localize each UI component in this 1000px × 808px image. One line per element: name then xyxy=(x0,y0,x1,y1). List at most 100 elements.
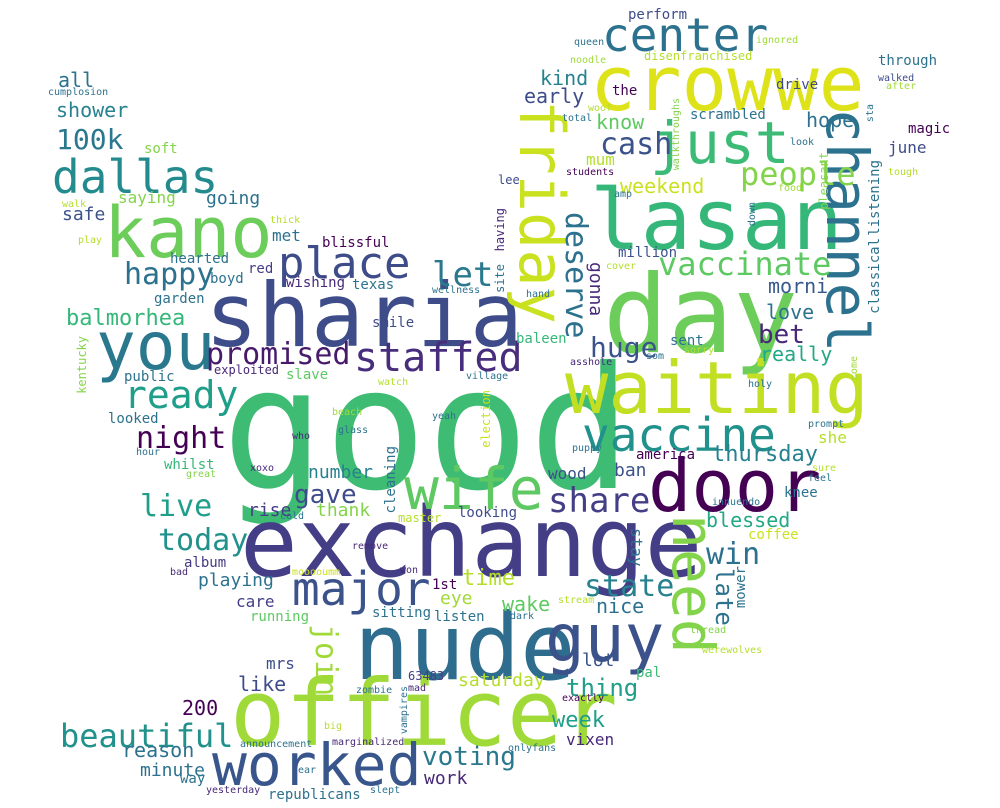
word-channel: channel xyxy=(813,108,881,353)
word-good: good xyxy=(222,331,632,529)
word-officer: officer xyxy=(230,660,618,767)
word-gave: gave xyxy=(294,480,357,510)
word-all: all xyxy=(58,68,95,92)
word-announcement: announcement xyxy=(240,739,313,750)
word-album: album xyxy=(184,555,227,571)
word-live: live xyxy=(140,489,213,524)
word-thing: thing xyxy=(566,674,639,702)
word-classical: classical xyxy=(867,238,883,314)
word-morni: morni xyxy=(768,274,829,298)
word-minute: minute xyxy=(140,760,206,781)
word-look: look xyxy=(790,137,815,148)
word-exactly: exactly xyxy=(562,693,605,704)
word-lee: lee xyxy=(498,173,520,187)
word-need: need xyxy=(659,514,727,654)
word-crowwe: crowwe xyxy=(590,39,865,128)
word-after: after xyxy=(886,81,917,92)
word-cleaning: cleaning xyxy=(383,446,399,514)
word-way: way xyxy=(180,771,206,787)
word-time: time xyxy=(462,566,515,591)
word-great: great xyxy=(186,469,217,480)
word-million: million xyxy=(618,245,678,261)
word-noodle: noodle xyxy=(570,55,607,66)
word-ignored: ignored xyxy=(756,35,799,46)
word-cold: cold xyxy=(280,511,305,522)
word-door: door xyxy=(648,444,822,528)
word-place: place xyxy=(278,238,411,289)
word-looked: looked xyxy=(108,411,159,427)
word-walkthroughs: walkthroughs xyxy=(671,98,682,171)
word-pal: pal xyxy=(636,665,662,681)
word-zombie: zombie xyxy=(356,685,393,696)
word-weekend: weekend xyxy=(620,174,705,198)
word-work: work xyxy=(424,768,468,789)
word-ban: ban xyxy=(614,460,647,481)
word-total: total xyxy=(562,113,593,124)
word-ear: ear xyxy=(298,765,317,776)
word-blessed: blessed xyxy=(706,508,791,532)
word-perform: perform xyxy=(628,7,688,23)
word-like: like xyxy=(238,672,287,696)
word-looking: looking xyxy=(458,505,518,521)
word-come: come xyxy=(849,356,860,381)
word-thick: thick xyxy=(270,215,301,226)
word-hand: hand xyxy=(526,289,551,300)
word-magic: magic xyxy=(908,121,951,137)
word-state: state xyxy=(584,569,675,604)
word-pleasant: pleasant xyxy=(817,152,831,210)
word-mrs: mrs xyxy=(266,654,295,673)
word-down: down xyxy=(747,202,758,227)
word-night: night xyxy=(136,421,227,456)
word-innuendo: innuendo xyxy=(712,497,761,508)
word-huge: huge xyxy=(590,331,658,364)
word-mower: mower xyxy=(733,566,749,609)
word-slept: slept xyxy=(370,785,401,796)
word-soft: soft xyxy=(144,141,178,157)
word-vaccinate: vaccinate xyxy=(658,245,832,283)
word-you: you xyxy=(96,308,216,385)
word-kentucky: kentucky xyxy=(75,336,89,394)
word-yesterday: yesterday xyxy=(206,785,261,796)
word-who: who xyxy=(292,431,311,442)
word-won: won xyxy=(400,565,419,576)
word-marginalized: marginalized xyxy=(332,737,405,748)
word-june: june xyxy=(888,138,927,157)
word-big: big xyxy=(324,721,343,732)
word-having: having xyxy=(493,208,507,252)
word-hearted: hearted xyxy=(170,251,230,267)
word-200: 200 xyxy=(182,696,219,720)
word-center: center xyxy=(602,8,769,62)
word-let: let xyxy=(432,255,494,295)
word-safe: safe xyxy=(62,204,106,225)
word-remove: remove xyxy=(352,541,389,552)
word-scrambled: scrambled xyxy=(690,107,766,123)
word-vaccine: vaccine xyxy=(582,408,776,462)
word-100k: 100k xyxy=(56,123,124,156)
word-playing: playing xyxy=(198,570,274,591)
word-cash: cash xyxy=(600,127,673,162)
word-through: through xyxy=(878,53,938,69)
word-vampires: vampires xyxy=(399,686,410,735)
word-today: today xyxy=(158,523,249,558)
word-mum: mum xyxy=(586,150,615,169)
word-election: election xyxy=(479,390,493,448)
word-lasan: lasan xyxy=(590,171,843,269)
word-hour: hour xyxy=(136,447,161,458)
word-63483: 63483 xyxy=(408,669,445,683)
word-beach: beach xyxy=(332,407,363,418)
word-exploited: exploited xyxy=(214,363,280,377)
word-wishing: wishing xyxy=(286,275,346,291)
word-smile: smile xyxy=(372,315,415,331)
word-site: site xyxy=(493,264,507,293)
word-wife: wife xyxy=(404,455,544,523)
word-prompt: prompt xyxy=(808,419,845,430)
word-reason: reason xyxy=(122,738,195,762)
word-running: running xyxy=(250,609,310,625)
word-mad: mad xyxy=(408,683,427,694)
word-people: people xyxy=(740,155,856,193)
word-public: public xyxy=(124,369,175,385)
word-wood: wood xyxy=(548,464,587,483)
word-glass: glass xyxy=(338,425,369,436)
word-walked: walked xyxy=(878,73,915,84)
word-america: america xyxy=(636,447,696,463)
